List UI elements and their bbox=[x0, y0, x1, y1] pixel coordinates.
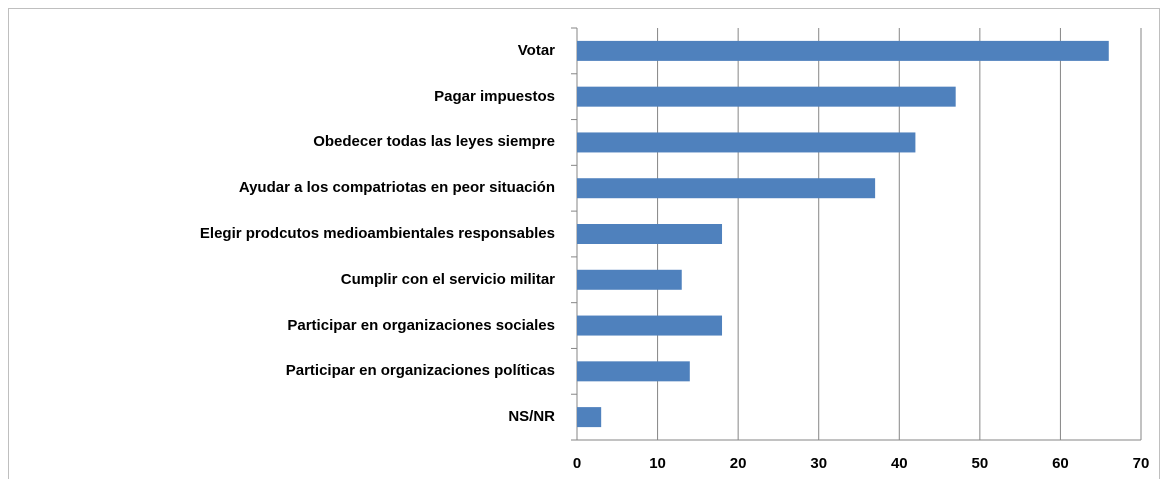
x-tick-label: 30 bbox=[810, 455, 827, 472]
y-tick-label: Obedecer todas las leyes siempre bbox=[313, 133, 555, 151]
bar bbox=[577, 224, 723, 244]
y-tick-label-box: Obedecer todas las leyes siempre bbox=[0, 133, 555, 151]
y-tick-label-box: NS/NR bbox=[0, 408, 555, 426]
y-tick-label: Participar en organizaciones políticas bbox=[285, 362, 555, 380]
y-tick-label: Votar bbox=[517, 41, 555, 59]
x-tick-label: 50 bbox=[972, 455, 989, 472]
y-tick-label: Pagar impuestos bbox=[434, 87, 555, 105]
bar bbox=[577, 132, 916, 153]
y-tick-label-box: Elegir prodcutos medioambientales respon… bbox=[0, 225, 555, 243]
y-tick-label-box: Pagar impuestos bbox=[0, 88, 555, 106]
y-tick-label-box: Votar bbox=[0, 42, 555, 60]
y-tick-label-box: Ayudar a los compatriotas en peor situac… bbox=[0, 179, 555, 197]
y-tick-label-box: Participar en organizaciones sociales bbox=[0, 317, 555, 335]
bar bbox=[577, 361, 690, 382]
y-tick-label: Cumplir con el servicio militar bbox=[340, 270, 555, 288]
x-tick-label: 20 bbox=[730, 455, 747, 472]
y-tick-label: Ayudar a los compatriotas en peor situac… bbox=[238, 179, 555, 197]
x-tick-label: 60 bbox=[1052, 455, 1069, 472]
x-tick-label: 10 bbox=[649, 455, 666, 472]
bar bbox=[577, 315, 723, 336]
bar bbox=[577, 269, 682, 290]
bar bbox=[577, 178, 876, 199]
x-tick-label: 40 bbox=[891, 455, 908, 472]
y-tick-label-box: Participar en organizaciones políticas bbox=[0, 362, 555, 380]
bar bbox=[577, 86, 956, 107]
frame bbox=[8, 8, 1160, 479]
y-tick-label: NS/NR bbox=[508, 408, 555, 426]
y-tick-label-box: Cumplir con el servicio militar bbox=[0, 271, 555, 289]
bar bbox=[577, 407, 602, 428]
x-tick-label: 70 bbox=[1133, 455, 1150, 472]
x-tick-label: 0 bbox=[573, 455, 581, 472]
y-tick-label: Elegir prodcutos medioambientales respon… bbox=[199, 225, 555, 242]
y-tick-label: Participar en organizaciones sociales bbox=[287, 316, 555, 334]
bar bbox=[577, 40, 1109, 61]
